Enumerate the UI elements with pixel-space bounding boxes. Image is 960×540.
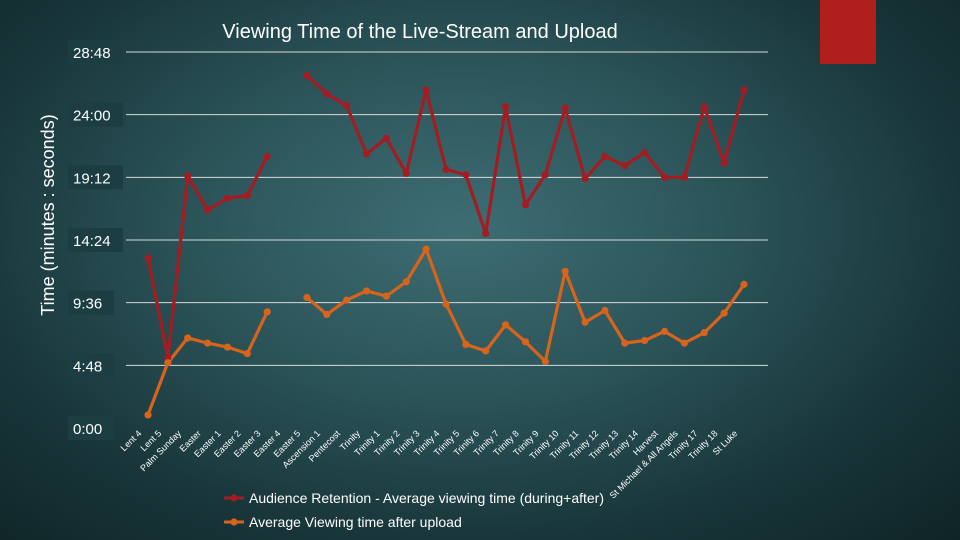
y-tick-box bbox=[68, 228, 123, 252]
data-point bbox=[303, 293, 311, 302]
data-point bbox=[422, 86, 430, 94]
series-line-0 bbox=[146, 155, 269, 360]
data-point bbox=[502, 321, 510, 329]
data-point bbox=[263, 308, 271, 316]
y-tick-box bbox=[68, 165, 123, 190]
data-point bbox=[382, 134, 390, 142]
data-point bbox=[502, 103, 510, 111]
y-tick-box bbox=[68, 353, 114, 378]
y-tick-box bbox=[68, 102, 123, 127]
data-point bbox=[561, 104, 569, 112]
data-point bbox=[740, 86, 748, 94]
legend-swatch-marker bbox=[230, 494, 238, 502]
data-point bbox=[680, 173, 689, 181]
data-point bbox=[641, 336, 649, 345]
legend-label: Audience Retention - Average viewing tim… bbox=[249, 490, 604, 506]
data-point bbox=[482, 229, 490, 238]
data-point bbox=[303, 71, 311, 80]
legend: Audience Retention - Average viewing tim… bbox=[224, 490, 604, 530]
data-point bbox=[601, 152, 609, 161]
data-point bbox=[343, 296, 351, 304]
data-point bbox=[482, 347, 490, 355]
data-point bbox=[204, 206, 212, 214]
data-point bbox=[164, 359, 172, 367]
data-point bbox=[243, 192, 251, 200]
y-axis-label: Time (minutes : seconds) bbox=[38, 114, 58, 315]
data-point bbox=[323, 310, 331, 319]
y-tick-label: 14:24 bbox=[73, 233, 111, 250]
data-point bbox=[343, 101, 351, 110]
y-tick-label: 0:00 bbox=[73, 421, 102, 438]
data-point bbox=[204, 339, 212, 347]
y-tick-label: 24:00 bbox=[73, 108, 111, 125]
data-point bbox=[442, 165, 450, 174]
data-point bbox=[164, 353, 172, 362]
y-tick-box bbox=[68, 290, 114, 315]
y-tick-box bbox=[68, 416, 114, 440]
data-point bbox=[660, 327, 669, 335]
x-tick-label: Lent 4 bbox=[119, 428, 144, 453]
data-point bbox=[700, 329, 708, 337]
data-point bbox=[521, 338, 530, 346]
data-point bbox=[621, 161, 629, 170]
data-point bbox=[382, 292, 390, 300]
data-point bbox=[641, 148, 649, 157]
data-point bbox=[323, 90, 331, 98]
series-points bbox=[144, 71, 748, 419]
data-point bbox=[561, 267, 569, 275]
series-lines bbox=[146, 74, 746, 416]
data-point bbox=[581, 175, 589, 183]
data-point bbox=[402, 169, 410, 178]
data-point bbox=[462, 340, 470, 349]
legend-label: Average Viewing time after upload bbox=[249, 514, 462, 530]
data-point bbox=[541, 171, 549, 179]
data-point bbox=[223, 343, 232, 351]
data-point bbox=[144, 411, 152, 419]
data-point bbox=[621, 339, 629, 347]
y-tick-label: 19:12 bbox=[73, 170, 111, 187]
data-point bbox=[362, 287, 371, 295]
data-point bbox=[601, 306, 609, 315]
data-point bbox=[541, 357, 549, 366]
y-tick-box bbox=[68, 40, 123, 64]
data-point bbox=[422, 245, 430, 253]
data-point bbox=[223, 194, 232, 202]
data-point bbox=[581, 318, 589, 326]
gridlines bbox=[126, 51, 768, 366]
y-tick-label: 28:48 bbox=[73, 45, 111, 62]
y-axis-ticks: 0:00 4:48 9:36 14:24 19:12 24:00 28:48 bbox=[68, 40, 123, 440]
data-point bbox=[720, 309, 728, 317]
data-point bbox=[740, 280, 748, 288]
data-point bbox=[402, 278, 410, 286]
data-point bbox=[521, 201, 530, 209]
data-point bbox=[362, 150, 371, 158]
y-tick-label: 9:36 bbox=[73, 296, 102, 313]
data-point bbox=[660, 173, 669, 181]
data-point bbox=[700, 103, 708, 111]
data-point bbox=[680, 339, 689, 347]
data-point bbox=[184, 172, 192, 180]
chart-title: Viewing Time of the Live-Stream and Uplo… bbox=[222, 21, 617, 43]
data-point bbox=[720, 159, 728, 167]
data-point bbox=[263, 152, 271, 161]
data-point bbox=[184, 334, 192, 342]
series-line-0 bbox=[305, 74, 746, 236]
data-point bbox=[243, 349, 251, 358]
data-point bbox=[442, 300, 450, 308]
accent-block bbox=[820, 0, 876, 64]
legend-swatch-marker bbox=[230, 518, 238, 526]
y-tick-label: 4:48 bbox=[73, 358, 102, 375]
data-point bbox=[462, 171, 470, 179]
data-point bbox=[144, 254, 152, 262]
